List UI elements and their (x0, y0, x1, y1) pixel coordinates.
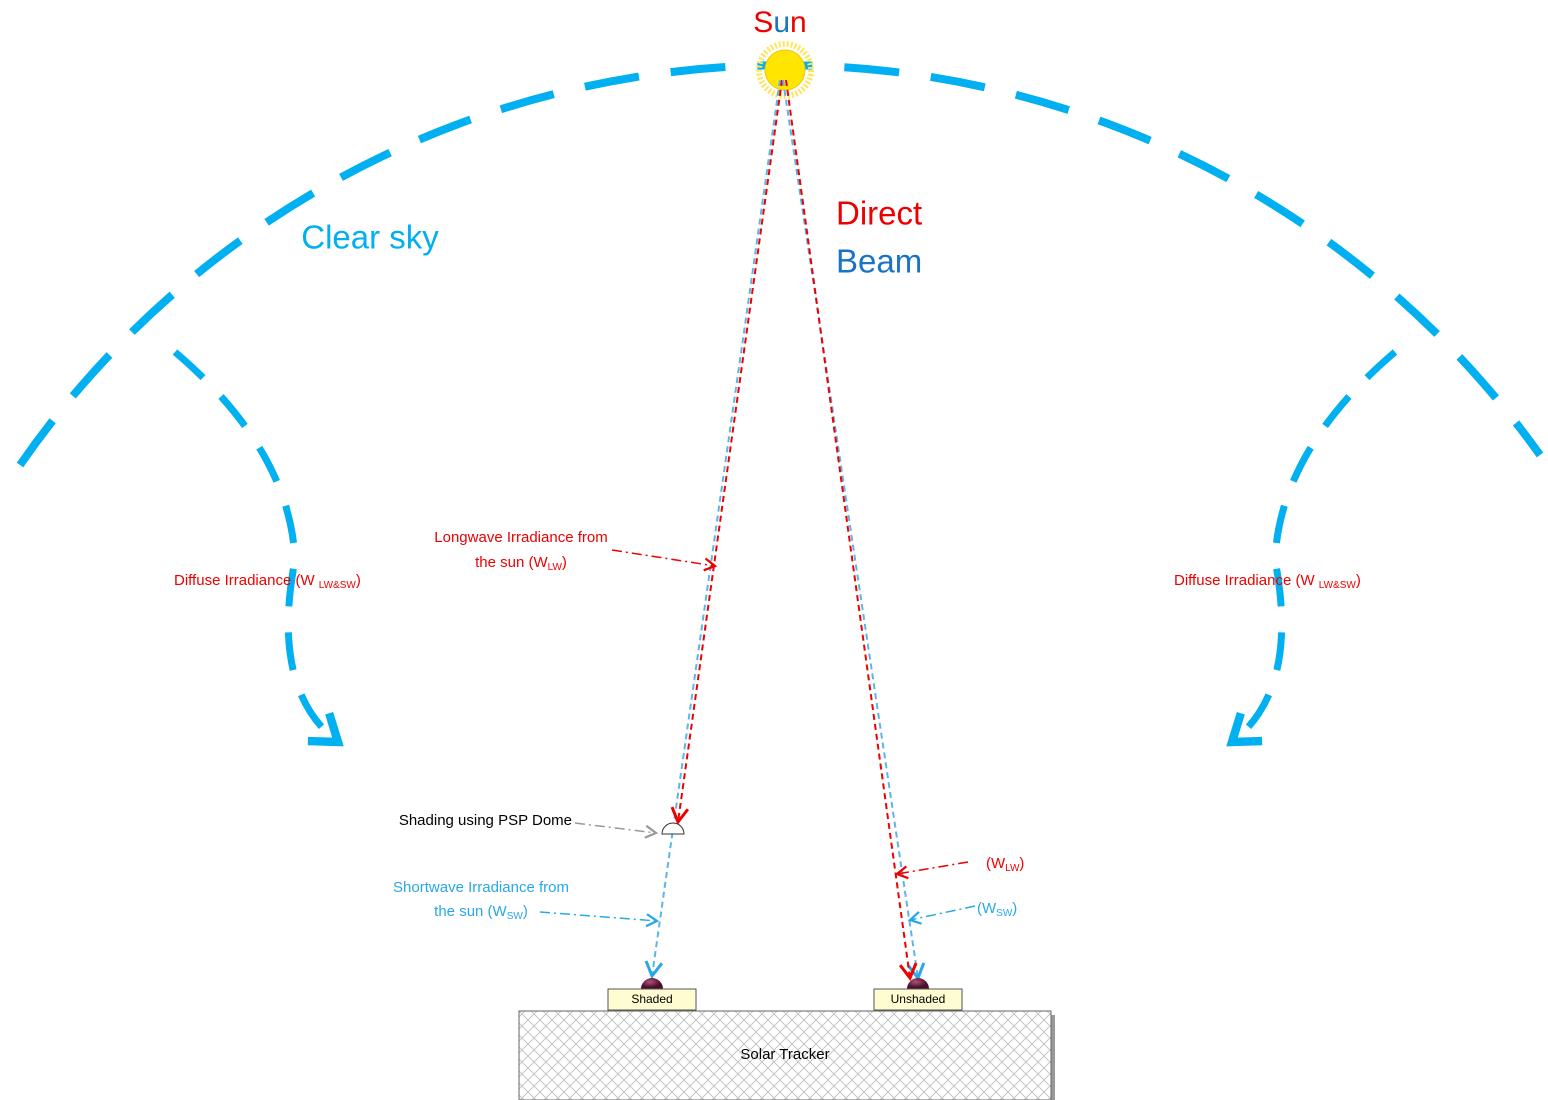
beam-label: Beam (836, 243, 922, 280)
direct-label: Direct (836, 195, 922, 232)
leader (907, 905, 976, 925)
text-part: ) (1012, 900, 1017, 917)
diffuse-arrow (1226, 349, 1398, 747)
beam (782, 79, 926, 981)
text-part: ) (356, 572, 361, 589)
longwave-label: the sun (WLW) (475, 554, 567, 573)
sun-letter: u (773, 6, 790, 39)
shading-label: Shading using PSP Dome (399, 812, 572, 829)
text-part: the sun (W (475, 554, 548, 571)
shortwave-label: the sun (WSW) (434, 903, 528, 922)
sky-arc (16, 61, 1544, 468)
beam (785, 79, 918, 981)
text-part: Diffuse Irradiance (W (174, 572, 319, 589)
sun-letter: S (753, 6, 773, 39)
sun-letter: n (790, 6, 807, 39)
tracker-label: Solar Tracker (740, 1046, 829, 1063)
unshaded-label: Unshaded (891, 992, 946, 1006)
subscript: LW (1005, 863, 1020, 874)
sun-icon (756, 41, 814, 99)
text-part: ) (523, 903, 528, 920)
text-part: ) (1019, 855, 1024, 872)
longwave-label: Longwave Irradiance from (434, 529, 607, 546)
diffuse-label: Diffuse Irradiance (W LW&SW) (174, 572, 361, 591)
text-part: ) (562, 554, 567, 571)
shaded-box (607, 988, 697, 1011)
leader (574, 822, 659, 839)
leader (539, 911, 660, 928)
text-part: Diffuse Irradiance (W (1174, 572, 1319, 589)
sun-label: Sun (753, 6, 806, 39)
leader (611, 549, 718, 572)
subscript: LW (548, 562, 563, 573)
shortwave-label: Shortwave Irradiance from (393, 879, 569, 896)
text-part: ) (1356, 572, 1361, 589)
unshaded-box (873, 988, 963, 1011)
diffuse-label: Diffuse Irradiance (W LW&SW) (1174, 572, 1361, 591)
sensor (907, 978, 929, 989)
text-part: (W (986, 855, 1006, 872)
subscript: LW&SW (1319, 580, 1357, 591)
shaded-label: Shaded (631, 992, 672, 1006)
subscript: SW (507, 911, 524, 922)
lw-label: (WLW) (986, 855, 1024, 874)
subscript: SW (996, 908, 1013, 919)
text-part: the sun (W (434, 903, 507, 920)
psp-dome (661, 822, 685, 835)
sensor (641, 978, 663, 989)
diffuse-arrow (172, 349, 344, 747)
text-part: (W (977, 900, 997, 917)
clear-sky-label: Clear sky (301, 219, 439, 256)
solar-tracker (518, 1010, 1052, 1100)
beam (644, 79, 781, 979)
beam (670, 79, 783, 825)
subscript: LW&SW (319, 580, 357, 591)
sw-label: (WSW) (977, 900, 1017, 919)
leader (894, 861, 969, 880)
